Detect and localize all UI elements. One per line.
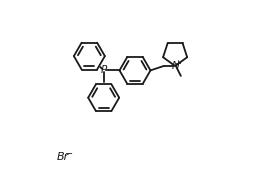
- Text: −: −: [65, 149, 73, 159]
- Text: N: N: [171, 61, 179, 71]
- Text: Br: Br: [57, 152, 69, 162]
- Text: P: P: [100, 65, 107, 75]
- Text: +: +: [174, 59, 181, 68]
